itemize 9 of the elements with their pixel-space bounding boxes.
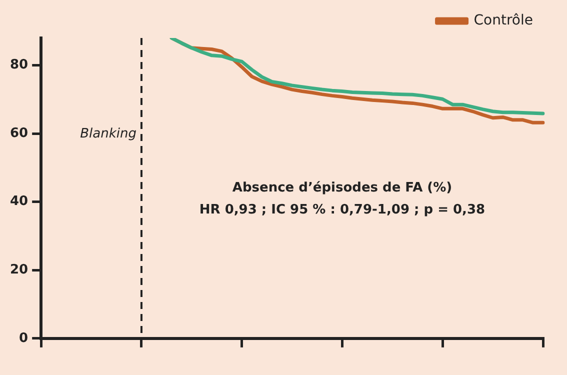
y-tick-label: 0: [19, 330, 28, 346]
y-tick-label: 80: [10, 58, 28, 73]
y-tick-label: 20: [10, 262, 28, 278]
annotation: HR 0,93 ; IC 95 % : 0,79-1,09 ; p = 0,38: [199, 202, 486, 218]
legend-label: Contrôle: [474, 12, 534, 29]
annotation: Blanking: [80, 126, 136, 142]
y-tick-label: 40: [10, 194, 28, 210]
y-tick-label: 60: [10, 126, 28, 141]
annotation: Absence d’épisodes de FA (%): [232, 180, 452, 196]
